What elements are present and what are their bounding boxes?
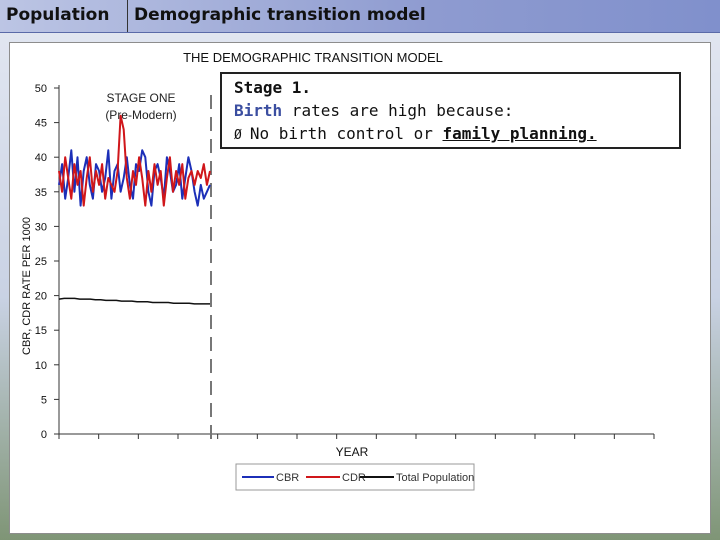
y-tick-label: 15 bbox=[35, 325, 47, 337]
y-tick-label: 45 bbox=[35, 118, 47, 130]
y-axis-label: CBR, CDR RATE PER 1000 bbox=[21, 217, 33, 355]
callout-heading: Stage 1. bbox=[234, 78, 312, 97]
y-tick-label: 10 bbox=[35, 360, 47, 372]
callout-birth-rest: rates are high because: bbox=[282, 101, 514, 120]
bullet-arrow-icon: Ø bbox=[234, 128, 242, 143]
series-layer bbox=[58, 114, 211, 305]
stage-one-callout: Stage 1. Birth rates are high because: Ø… bbox=[220, 72, 681, 149]
stage-one-sublabel: (Pre-Modern) bbox=[105, 108, 176, 122]
chart-axes: 0 5 10 15 20 25 30 35 40 45 50 bbox=[35, 83, 655, 441]
legend-box bbox=[235, 463, 475, 491]
chart-legend: CBR CDR Total Population bbox=[235, 463, 475, 491]
section-title: Population bbox=[6, 5, 110, 25]
y-tick-label: 35 bbox=[35, 187, 47, 199]
y-tick-label: 30 bbox=[35, 221, 47, 233]
title-bar: Population Demographic transition model bbox=[0, 0, 720, 33]
demographic-chart: THE DEMOGRAPHIC TRANSITION MODEL CBR, CD… bbox=[21, 50, 655, 491]
slide-title: Demographic transition model bbox=[134, 5, 426, 25]
legend-label: CBR bbox=[276, 472, 299, 484]
series-line-cdr bbox=[58, 114, 211, 207]
callout-birth-word: Birth bbox=[234, 101, 283, 120]
y-tick-label: 5 bbox=[41, 394, 47, 406]
y-tick-label: 50 bbox=[35, 83, 47, 95]
x-axis-label: YEAR bbox=[336, 445, 369, 459]
legend-label: Total Population bbox=[396, 472, 474, 484]
y-tick-label: 0 bbox=[41, 429, 47, 441]
callout-bullet-text: No birth control or bbox=[249, 124, 443, 143]
chart-slide: THE DEMOGRAPHIC TRANSITION MODEL CBR, CD… bbox=[9, 42, 711, 534]
title-divider bbox=[127, 0, 128, 32]
legend-label: CDR bbox=[342, 472, 366, 484]
chart-title: THE DEMOGRAPHIC TRANSITION MODEL bbox=[183, 50, 443, 65]
stage-one-label: STAGE ONE bbox=[106, 91, 175, 105]
y-tick-label: 25 bbox=[35, 256, 47, 268]
callout-bullet-emphasis: family planning. bbox=[442, 124, 597, 143]
y-tick-label: 20 bbox=[35, 291, 47, 303]
series-line-total-population bbox=[58, 297, 210, 305]
y-tick-label: 40 bbox=[35, 152, 47, 164]
